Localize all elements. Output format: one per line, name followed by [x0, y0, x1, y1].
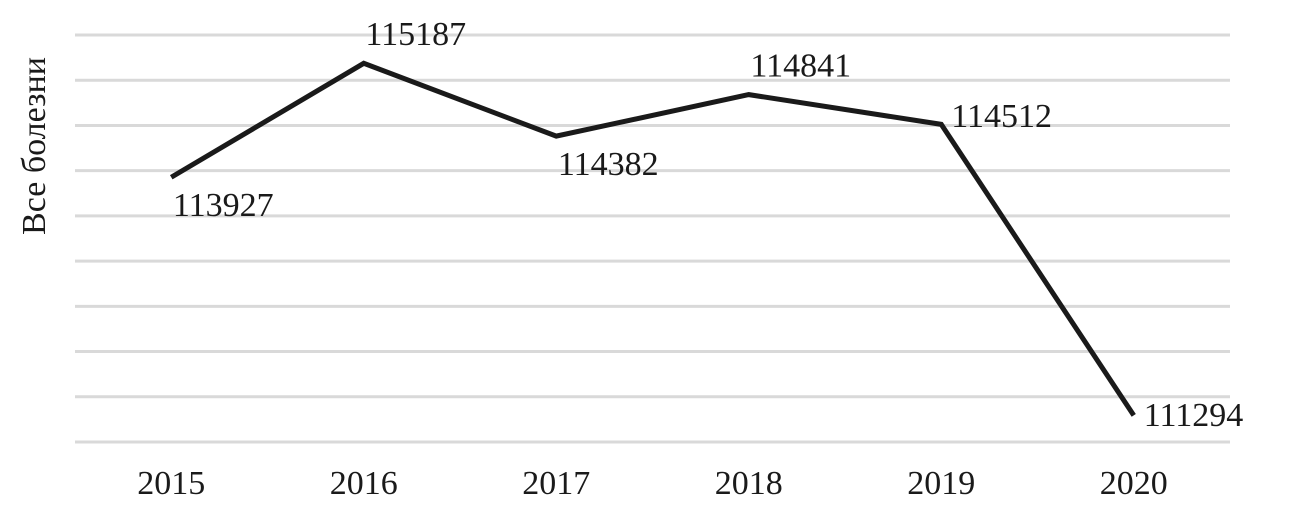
data-label: 113927	[173, 187, 274, 224]
x-tick-label: 2017	[522, 465, 590, 502]
data-label: 114512	[951, 98, 1052, 135]
x-tick-label: 2016	[330, 465, 398, 502]
data-label: 115187	[365, 16, 466, 53]
y-axis-label: Все болезни	[16, 57, 53, 235]
data-line	[169, 60, 1136, 417]
x-tick-label: 2019	[907, 465, 975, 502]
x-tick-label: 2015	[137, 465, 205, 502]
data-label: 111294	[1144, 397, 1243, 434]
data-label: 114382	[558, 146, 659, 183]
x-tick-label: 2018	[715, 465, 783, 502]
x-tick-label: 2020	[1100, 465, 1168, 502]
data-label: 114841	[750, 47, 851, 84]
